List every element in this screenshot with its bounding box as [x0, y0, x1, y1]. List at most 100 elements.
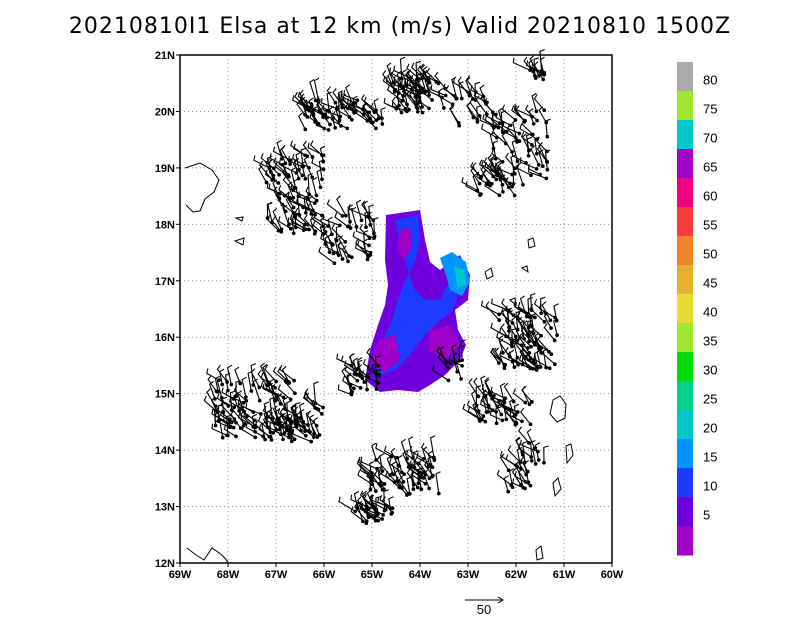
wind-barb-dot	[376, 363, 381, 368]
colorbar-swatch	[677, 62, 693, 92]
wind-barb	[528, 59, 537, 79]
wind-barb-dot	[529, 308, 534, 312]
wind-barb-dot	[284, 379, 289, 384]
wind-barb	[405, 70, 416, 86]
wind-barb-dot	[540, 72, 545, 76]
wind-barb	[241, 376, 247, 398]
wind-barb-dot	[426, 464, 430, 469]
wind-barb	[480, 123, 498, 139]
wind-barb-dot	[278, 191, 282, 196]
wind-barb-dot	[530, 143, 534, 147]
wind-barb-dot	[213, 397, 217, 401]
wind-barb-dot	[368, 250, 373, 255]
wind-barb-dot	[359, 218, 364, 223]
wind-barb	[517, 301, 536, 318]
wind-barb-dot	[415, 109, 420, 114]
wind-barb-dot	[402, 472, 406, 477]
wind-barb-dot	[545, 134, 550, 139]
wind-barb-dot	[365, 387, 369, 392]
wind-barb-dot	[225, 433, 229, 438]
wind-barb-dot	[491, 394, 496, 398]
wind-barb-dot	[344, 213, 348, 218]
wind-barb	[505, 347, 519, 366]
wind-barb	[386, 85, 403, 102]
wind-barb	[439, 345, 447, 364]
wind-barb-dot	[431, 473, 435, 478]
wind-barb	[409, 90, 419, 109]
wind-barb-dot	[310, 175, 315, 180]
wind-barb	[485, 301, 500, 321]
wind-barb-dot	[333, 125, 338, 130]
wind-barb	[518, 332, 530, 354]
wind-barb-dot	[500, 418, 505, 423]
wind-barb-dot	[315, 435, 320, 439]
wind-barb-dot	[549, 352, 554, 357]
wind-barb-dot	[427, 476, 432, 481]
wind-barb	[350, 506, 367, 524]
wind-barb-dot	[245, 414, 249, 419]
wind-barb	[383, 97, 397, 110]
wind-barb-dot	[307, 227, 311, 232]
wind-barb	[290, 184, 308, 199]
wind-barb	[521, 386, 533, 403]
wind-barb	[528, 108, 535, 124]
wind-barb-dot	[349, 363, 354, 368]
wind-barb-dot	[542, 320, 547, 324]
wind-barb-dot	[367, 236, 372, 241]
wind-barb	[277, 216, 292, 230]
wind-barb	[378, 467, 395, 483]
wind-barb-dot	[286, 223, 291, 227]
wind-barb	[458, 81, 464, 99]
colorbar-swatch	[677, 468, 693, 498]
colorbar-label: 80	[703, 72, 717, 87]
wind-barb-dot	[390, 506, 395, 511]
wind-barb-dot	[411, 456, 415, 460]
wind-barb-dot	[483, 419, 488, 424]
wind-barb-dot	[300, 164, 305, 169]
wind-barb-dot	[288, 226, 293, 231]
wind-barb-dot	[373, 489, 378, 493]
wind-barb-dot	[355, 98, 360, 103]
wind-barb	[337, 241, 344, 260]
island-barbuda	[520, 265, 529, 274]
wind-barb-dot	[417, 77, 422, 81]
wind-barb-dot	[302, 223, 307, 227]
wind-barb	[299, 89, 310, 109]
wind-barb	[507, 332, 522, 346]
wind-barb-dot	[271, 173, 276, 178]
wind-barb-dot	[287, 381, 292, 385]
wind-barb	[316, 168, 322, 188]
wind-barb	[434, 71, 446, 90]
wind-barb	[523, 460, 530, 483]
wind-barb	[326, 86, 336, 104]
wind-barb	[307, 173, 313, 195]
wind-barb-dot	[446, 378, 451, 383]
wind-barb-dot	[397, 103, 401, 108]
wind-barb	[515, 310, 521, 330]
wind-barb-dot	[252, 418, 257, 423]
wind-barb	[401, 91, 410, 110]
wind-barb-dot	[374, 126, 378, 131]
wind-barb	[402, 85, 418, 104]
wind-barb-dot	[377, 372, 381, 377]
wind-barb-dot	[537, 74, 541, 78]
wind-barb-dot	[251, 383, 256, 387]
island-puerto-rico	[184, 162, 220, 213]
wind-barb	[499, 382, 506, 403]
wind-barb-dot	[352, 372, 357, 376]
wind-barb	[290, 140, 306, 156]
wind-barb	[510, 154, 516, 174]
wind-barb	[553, 303, 559, 321]
wind-barb-dot	[371, 218, 375, 223]
wind-barb-dot	[502, 400, 507, 405]
wind-barb-dot	[353, 509, 358, 514]
wind-barb	[370, 103, 383, 119]
wind-barb	[386, 62, 394, 83]
wind-barb	[423, 469, 430, 489]
wind-barb-dot	[504, 334, 508, 339]
coastlines	[184, 162, 574, 563]
wind-barb	[382, 70, 396, 91]
wind-barb-dot	[392, 480, 397, 485]
wind-barb-dot	[348, 226, 353, 230]
